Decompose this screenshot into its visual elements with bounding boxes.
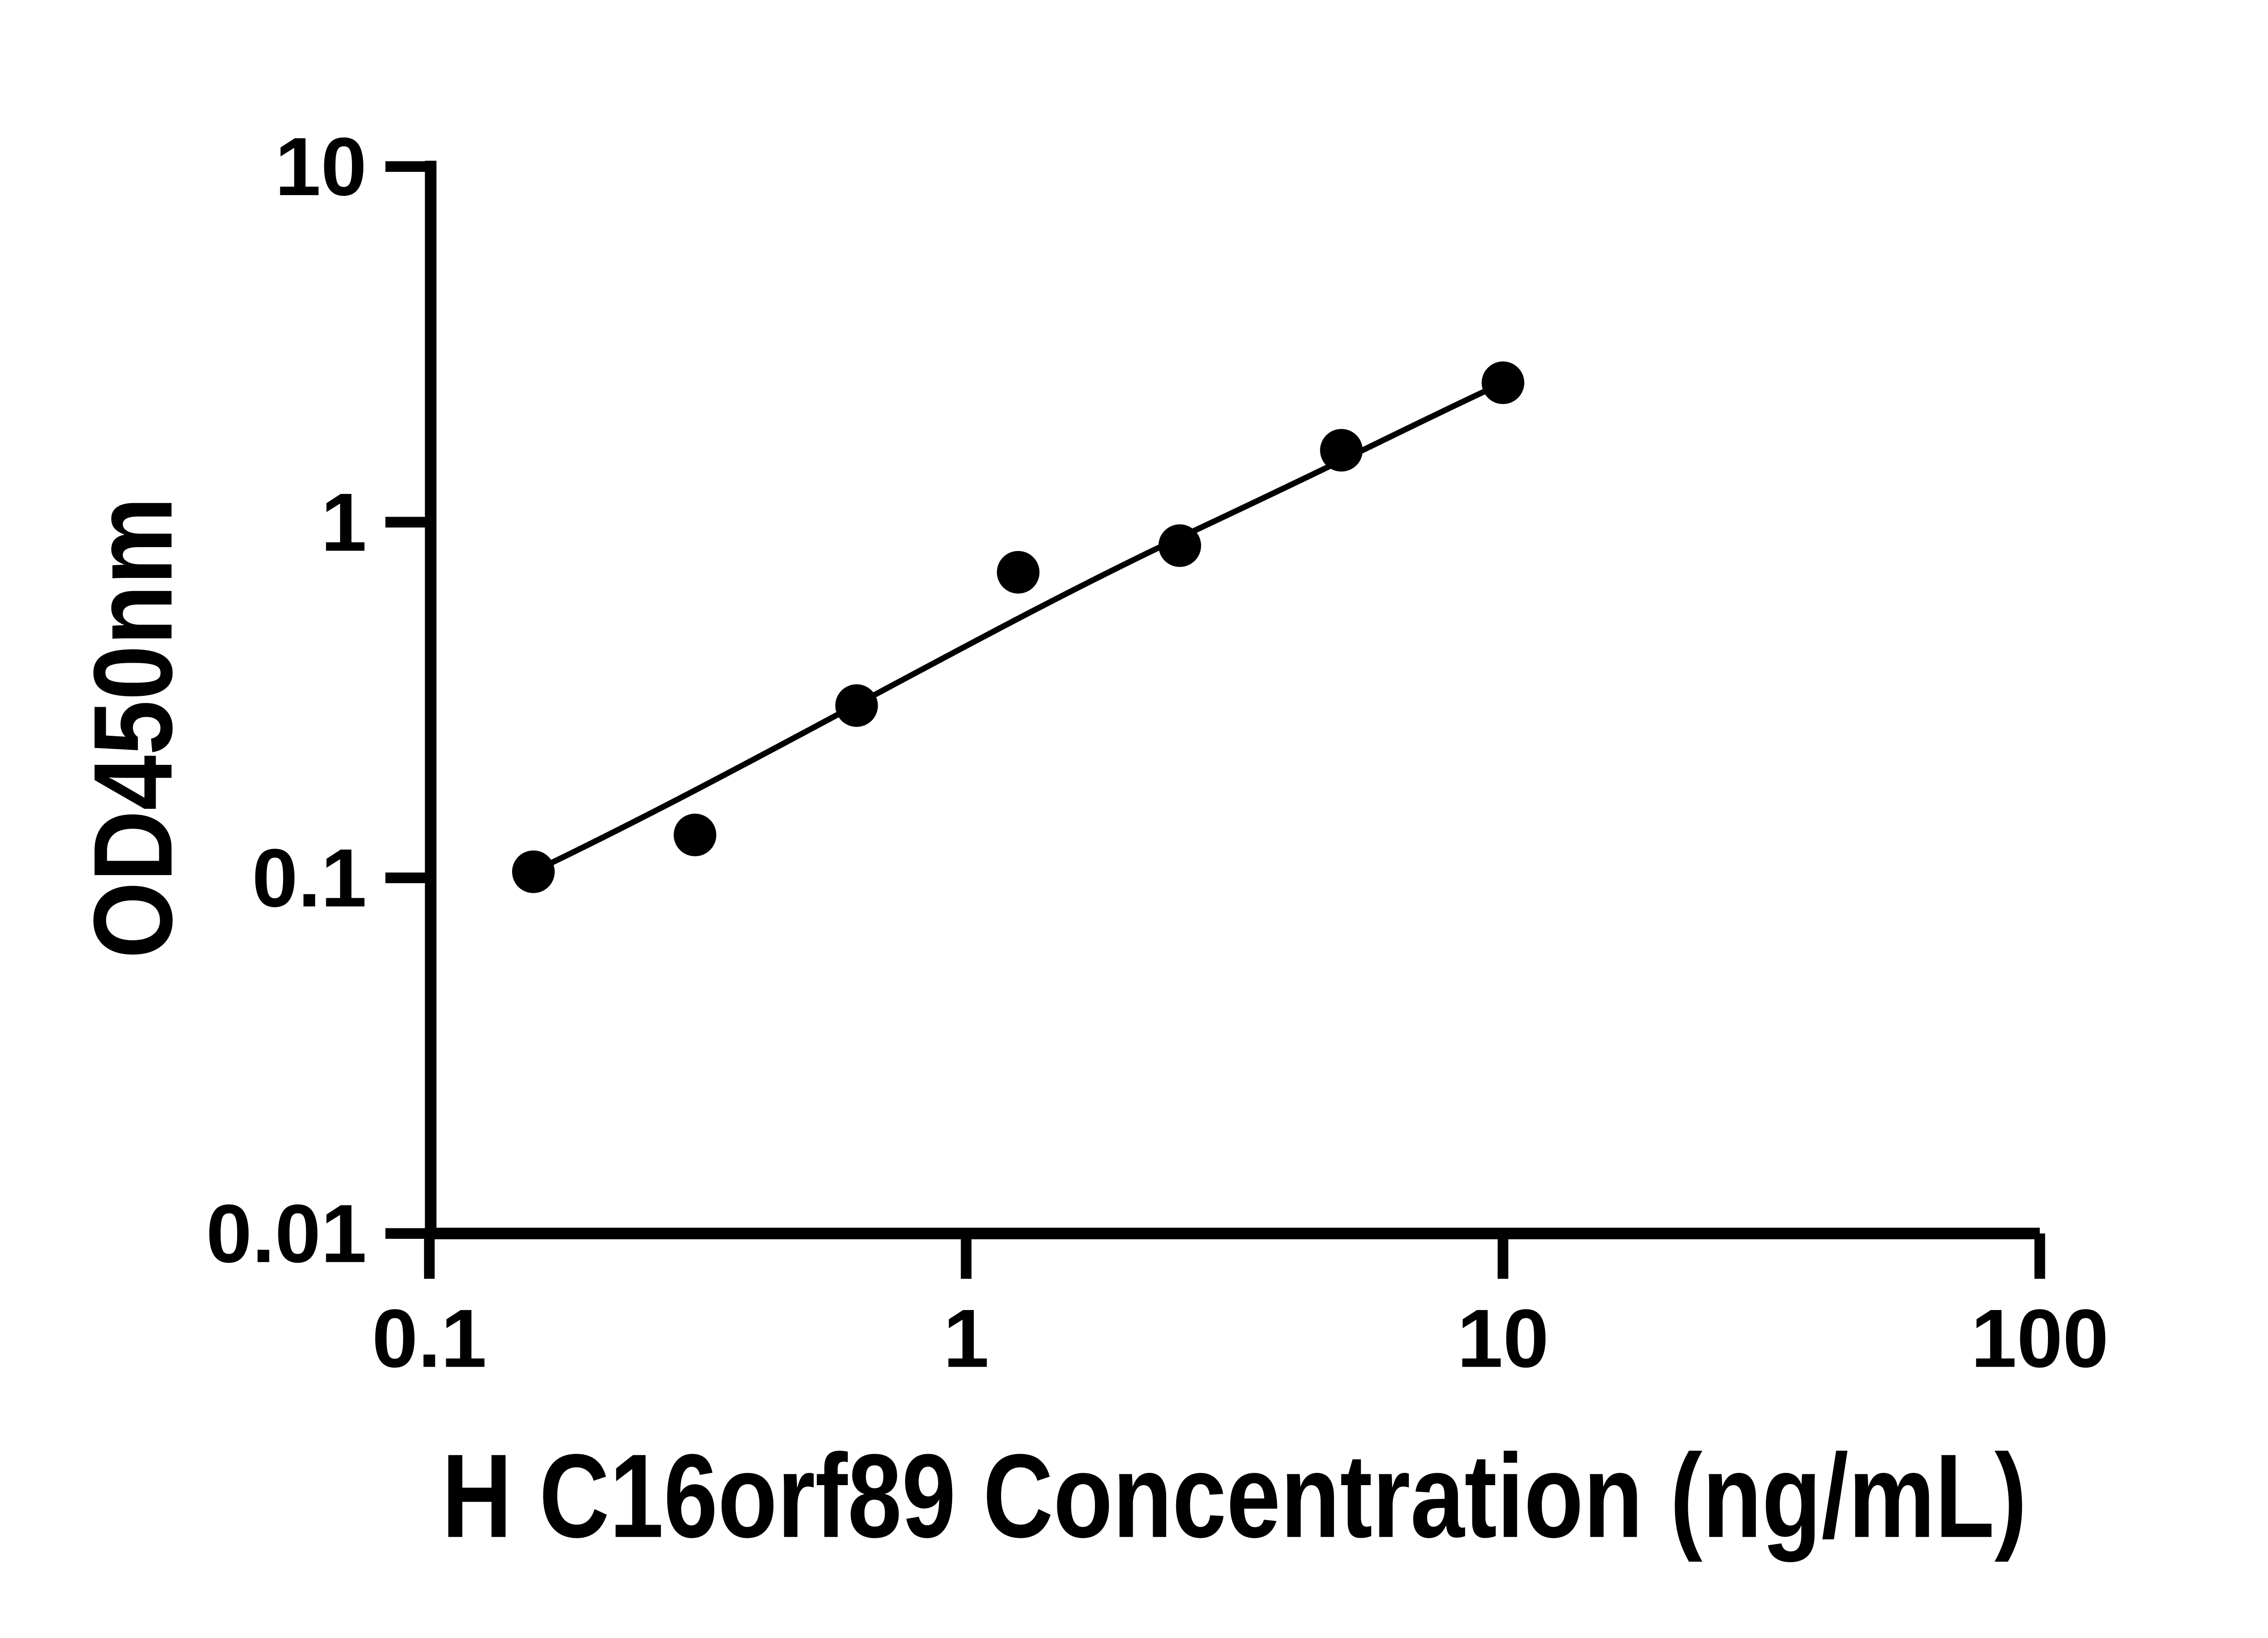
x-tick-label: 100 bbox=[1971, 1292, 2109, 1384]
data-point bbox=[1320, 429, 1363, 472]
y-tick-label: 0.1 bbox=[252, 831, 367, 924]
data-point bbox=[512, 850, 555, 893]
x-tick-label: 10 bbox=[1457, 1292, 1549, 1384]
data-point bbox=[1158, 524, 1201, 567]
data-point bbox=[674, 813, 717, 856]
data-point bbox=[1481, 361, 1525, 404]
x-tick-label: 0.1 bbox=[372, 1292, 487, 1384]
fit-curve-line bbox=[532, 380, 1505, 875]
x-axis-title: H C16orf89 Concentration (ng/mL) bbox=[442, 1429, 2027, 1563]
y-tick-label: 1 bbox=[321, 476, 367, 568]
axes bbox=[385, 161, 2045, 1279]
y-tick-label: 0.01 bbox=[206, 1187, 367, 1280]
y-tick-label: 10 bbox=[275, 120, 367, 213]
data-point bbox=[835, 684, 878, 727]
data-points bbox=[512, 361, 1525, 893]
y-axis-title: OD450nm bbox=[71, 497, 196, 958]
x-tick-label: 1 bbox=[943, 1292, 989, 1384]
data-point bbox=[997, 551, 1040, 594]
fit-curve bbox=[532, 380, 1505, 875]
